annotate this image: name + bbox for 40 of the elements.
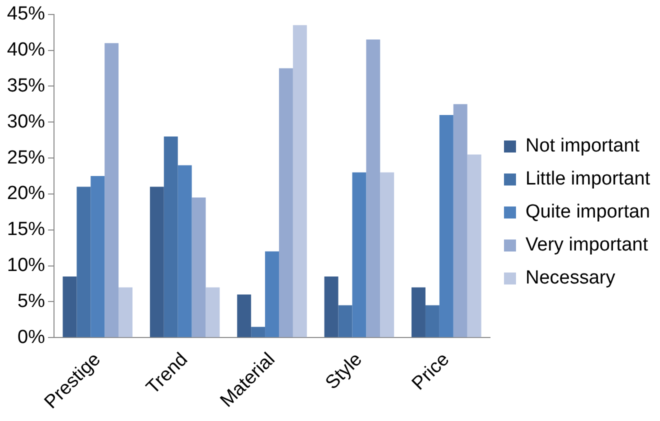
y-tick-label: 40% <box>6 40 46 61</box>
bar <box>237 294 252 338</box>
bar <box>324 276 338 338</box>
bar <box>425 305 440 338</box>
bar <box>380 172 394 338</box>
bar <box>412 287 426 338</box>
y-tick-label: 30% <box>6 111 46 132</box>
bar <box>76 186 91 338</box>
legend-label: Little important <box>526 168 651 190</box>
legend-label: Very important <box>526 234 649 256</box>
y-tick-label: 45% <box>6 4 46 25</box>
bar <box>62 276 77 338</box>
bar <box>278 68 293 338</box>
bar <box>206 287 220 338</box>
legend-label: Necessary <box>526 268 616 289</box>
bar <box>90 176 105 338</box>
bar <box>265 251 279 338</box>
y-tick-label: 5% <box>18 290 46 312</box>
bar <box>352 172 366 338</box>
y-tick-label: 20% <box>6 183 46 204</box>
y-tick-label: 10% <box>6 255 46 276</box>
bar <box>104 43 119 338</box>
bar <box>453 104 468 338</box>
legend-label: Quite importan <box>526 202 650 223</box>
bar <box>178 165 192 338</box>
bar <box>439 114 454 338</box>
bar <box>251 326 266 338</box>
y-tick-label: 15% <box>6 219 46 240</box>
bar <box>338 305 352 338</box>
bar <box>118 287 133 338</box>
bar <box>192 198 206 338</box>
y-tick-label: 25% <box>6 147 46 168</box>
y-tick-label: 35% <box>6 75 46 96</box>
bar <box>150 186 164 338</box>
bar <box>292 25 307 338</box>
legend-label: Not important <box>526 136 640 157</box>
y-tick-label: 0% <box>18 326 46 348</box>
bar <box>164 136 178 338</box>
bar <box>467 154 482 338</box>
bar <box>366 40 380 338</box>
